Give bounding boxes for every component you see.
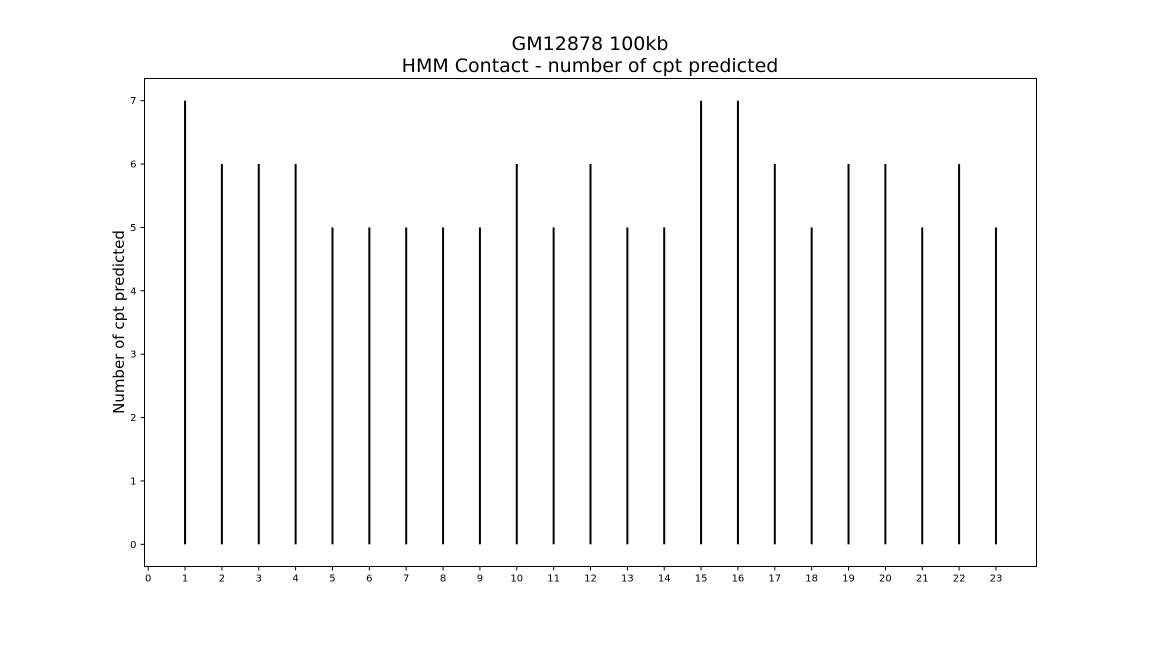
chart-title-group: GM12878 100kb HMM Contact - number of cp… [402,33,779,77]
x-tick-label: 5 [329,574,335,585]
x-tick-label: 22 [953,574,966,585]
data-bars [184,100,997,545]
x-tick-label: 0 [145,574,151,585]
y-tick-label: 0 [130,540,136,551]
x-tick-label: 17 [768,574,781,585]
bar-11 [552,227,555,545]
x-axis-ticks: 0 1 2 3 4 5 6 7 8 9 10 11 12 13 14 15 16 17 18 19 20 21 22 23 [145,566,1003,585]
x-tick-label: 8 [440,574,446,585]
bar-4 [294,164,297,545]
x-tick-label: 14 [658,574,671,585]
bar-3 [257,164,260,545]
bar-2 [220,164,223,545]
x-tick-label: 20 [879,574,892,585]
x-tick-label: 10 [510,574,523,585]
x-tick-label: 6 [366,574,372,585]
bar-5 [331,227,334,545]
x-tick-label: 16 [732,574,745,585]
bar-21 [921,227,924,545]
bar-22 [958,164,961,545]
bar-15 [700,100,703,545]
y-axis-label: Number of cpt predicted [110,230,128,414]
bar-14 [663,227,666,545]
x-tick-label: 15 [695,574,708,585]
x-tick-label: 12 [584,574,597,585]
x-tick-label: 18 [805,574,818,585]
bar-1 [184,100,187,545]
bar-7 [405,227,408,545]
y-tick-label: 2 [130,413,136,424]
x-tick-label: 19 [842,574,855,585]
bar-6 [368,227,371,545]
x-tick-label: 2 [219,574,225,585]
bar-20 [884,164,887,545]
x-tick-label: 3 [256,574,262,585]
bar-12 [589,164,592,545]
y-tick-label: 4 [130,286,136,297]
bar-16 [736,100,739,545]
chart-subtitle: HMM Contact - number of cpt predicted [402,55,779,77]
x-tick-label: 4 [292,574,298,585]
bar-18 [810,227,813,545]
bar-19 [847,164,850,545]
x-tick-label: 23 [990,574,1003,585]
x-tick-label: 21 [916,574,929,585]
bar-8 [442,227,445,545]
chart-title: GM12878 100kb [512,33,669,55]
y-tick-label: 7 [130,96,136,107]
y-tick-label: 5 [130,223,136,234]
x-tick-label: 9 [477,574,483,585]
x-tick-label: 7 [403,574,409,585]
bar-10 [515,164,518,545]
bar-13 [626,227,629,545]
bar-17 [773,164,776,545]
y-tick-label: 3 [130,350,136,361]
x-tick-label: 1 [182,574,188,585]
y-axis-ticks: 0 1 2 3 4 5 6 7 [130,96,145,551]
x-tick-label: 13 [621,574,634,585]
x-tick-label: 11 [547,574,560,585]
y-tick-label: 6 [130,160,136,171]
bar-9 [478,227,481,545]
bar-23 [994,227,997,545]
y-tick-label: 1 [130,476,136,487]
